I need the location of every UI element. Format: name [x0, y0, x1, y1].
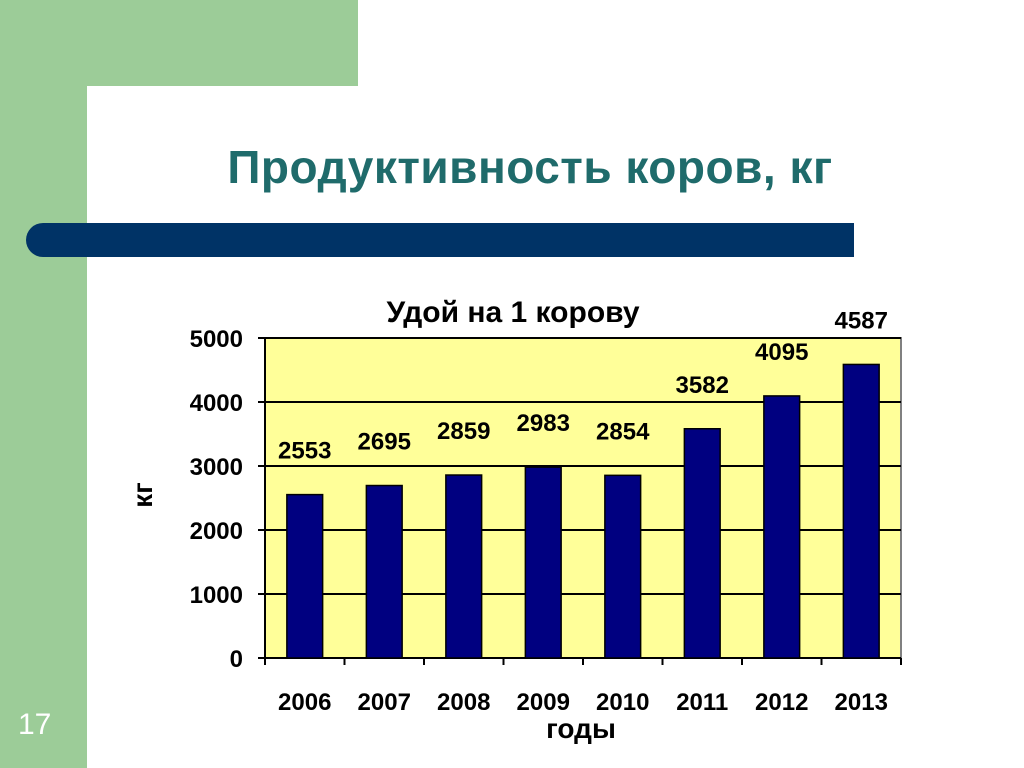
slide-title: Продуктивность коров, кг	[227, 141, 833, 193]
y-tick-label: 5000	[190, 326, 243, 353]
x-tick-label: 2011	[676, 689, 728, 716]
y-tick-label: 0	[230, 646, 243, 673]
x-tick-label: 2006	[278, 689, 331, 716]
plot-area	[264, 337, 902, 659]
sidebar-top-block	[0, 0, 358, 86]
chart-title: Удой на 1 корову	[386, 296, 639, 329]
data-label: 2859	[437, 418, 490, 445]
data-label: 4095	[755, 339, 808, 366]
x-tick-label: 2007	[358, 689, 411, 716]
x-tick-label: 2013	[835, 689, 888, 716]
x-tick-label: 2010	[596, 689, 649, 716]
data-label: 2983	[517, 410, 570, 437]
title-rule-bar	[26, 223, 854, 257]
data-label: 2695	[358, 429, 411, 456]
y-tick-label: 1000	[190, 582, 243, 609]
x-tick-label: 2012	[755, 689, 808, 716]
bar	[763, 395, 801, 659]
x-tick-label: 2009	[517, 689, 570, 716]
data-label: 4587	[835, 307, 888, 334]
data-label: 2854	[596, 418, 650, 445]
data-label: 2553	[278, 438, 331, 465]
bar	[365, 484, 403, 659]
bar	[604, 474, 642, 659]
y-axis-label: кг	[127, 482, 158, 508]
y-tick-label: 2000	[190, 518, 243, 545]
bar	[683, 428, 721, 659]
sidebar-strip	[0, 0, 87, 768]
bar	[842, 363, 880, 659]
bar	[286, 493, 324, 659]
x-tick-label: 2008	[437, 689, 490, 716]
slide-number: 17	[18, 708, 52, 741]
y-tick-label: 4000	[190, 390, 243, 417]
bar	[524, 466, 562, 659]
bar	[445, 474, 483, 659]
x-axis-label: годы	[546, 713, 616, 744]
y-tick-label: 3000	[190, 454, 243, 481]
data-label: 3582	[676, 372, 729, 399]
